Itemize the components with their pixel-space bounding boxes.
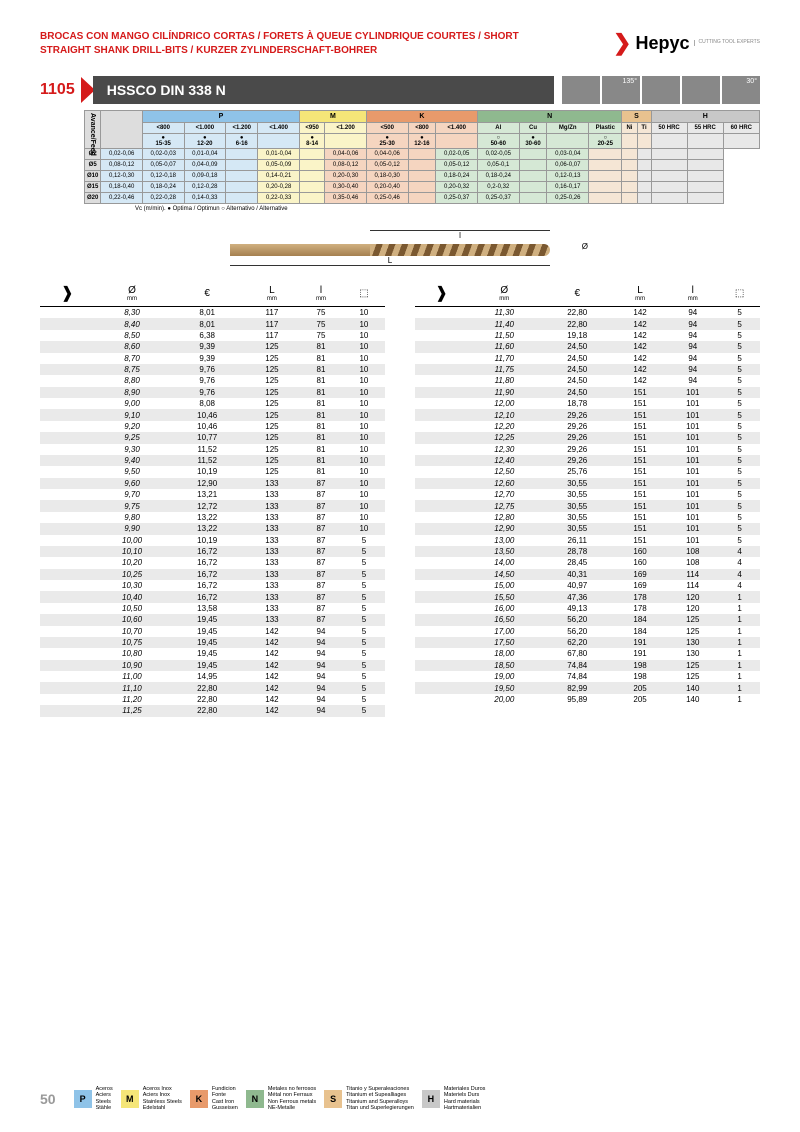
vc-note: Vc (m/min). ● Optima / Optimun ○ Alterna… — [135, 206, 760, 212]
drill-flute — [370, 244, 550, 256]
dim-L: L — [230, 256, 550, 266]
feature-icon: 135° — [602, 76, 640, 104]
product-code: 1105 — [40, 81, 75, 99]
brand-logo: ❯ Hepyc CUTTING TOOL EXPERTS — [613, 30, 760, 56]
feature-icons: 135° 30° — [562, 76, 760, 104]
page-header: BROCAS CON MANGO CILÍNDRICO CORTAS / FOR… — [40, 30, 760, 58]
feature-icon — [562, 76, 600, 104]
data-tables: ❱ Ømm € Lmm lmm ⬚8,308,0111775108,408,01… — [40, 280, 760, 717]
legend-item: PAceros Aciers Steels Stähle — [74, 1086, 113, 1112]
drill-diagram: l Ø L — [230, 230, 570, 266]
legend-item: KFundicion Fonte Cast Iron Gusseisen — [190, 1086, 238, 1112]
legend-item: NMetales no ferrosos Métal non Ferraux N… — [246, 1086, 316, 1112]
page-number: 50 — [40, 1091, 56, 1107]
spec-table-left: ❱ Ømm € Lmm lmm ⬚8,308,0111775108,408,01… — [40, 280, 385, 717]
brand-sub: CUTTING TOOL EXPERTS — [694, 40, 761, 46]
dim-l1: l — [370, 230, 550, 240]
dim-diameter: Ø — [582, 242, 588, 251]
brand-name: Hepyc — [635, 33, 689, 54]
title-bar: 1105 HSSCO DIN 338 N 135° 30° — [40, 76, 760, 104]
legend-item: MAceros Inox Aciers Inox Stainless Steel… — [121, 1086, 182, 1112]
product-name: HSSCO DIN 338 N — [93, 76, 554, 104]
spec-table-right: ❱ Ømm € Lmm lmm ⬚11,3022,8014294511,4022… — [415, 280, 760, 705]
feed-label: Avance/Feed — [85, 111, 101, 149]
logo-arrow-icon: ❯ — [613, 30, 631, 56]
legend-item: STitanio y Superaleaciones Titanium et S… — [324, 1086, 414, 1112]
material-table: Avance/Feed P M K N S H <800<1.000<1.200… — [84, 110, 760, 204]
legend-item: HMateriales Duros Materiels Durs Hard ma… — [422, 1086, 486, 1112]
drill-shank — [230, 244, 370, 256]
header-title: BROCAS CON MANGO CILÍNDRICO CORTAS / FOR… — [40, 30, 540, 58]
page-footer: 50 PAceros Aciers Steels Stähle MAceros I… — [0, 1086, 800, 1112]
material-legend: PAceros Aciers Steels Stähle MAceros Inox… — [74, 1086, 760, 1112]
feature-icon — [642, 76, 680, 104]
feature-icon: 30° — [722, 76, 760, 104]
feature-icon — [682, 76, 720, 104]
